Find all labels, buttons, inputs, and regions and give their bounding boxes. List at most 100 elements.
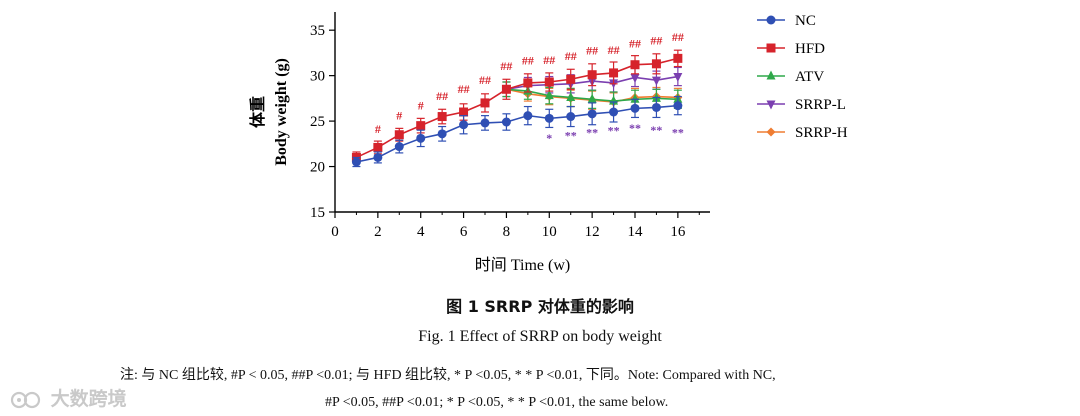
significance-marker: #: [375, 122, 381, 136]
legend-item-atv: ATV: [757, 69, 824, 85]
data-point: [651, 102, 661, 112]
watermark: 大数跨境: [10, 384, 127, 411]
significance-marker: ##: [436, 89, 448, 103]
significance-marker: ##: [586, 44, 598, 58]
significance-marker: ##: [565, 49, 577, 63]
y-axis-label-en: Body weight (g): [273, 58, 290, 166]
significance-marker: **: [650, 123, 662, 137]
data-point: [673, 73, 683, 83]
data-point: [480, 118, 490, 128]
data-point: [609, 68, 619, 78]
data-point: [544, 77, 554, 87]
figure-note-line-2: #P <0.05, ##P <0.01; * P <0.05, * * P <0…: [325, 395, 669, 410]
data-point: [566, 91, 576, 101]
significance-marker: ##: [650, 34, 662, 48]
data-point: [523, 111, 533, 121]
figure-note-line-1: 注: 与 NC 组比较, #P < 0.05, ##P <0.01; 与 HFD…: [120, 368, 776, 383]
series-nc: [351, 95, 683, 168]
x-tick-label: 12: [585, 224, 600, 240]
data-point: [630, 73, 640, 83]
legend-marker: [766, 100, 776, 110]
data-point: [630, 60, 640, 70]
data-point: [544, 90, 554, 100]
legend-label: HFD: [795, 41, 825, 57]
figure-title-en: Fig. 1 Effect of SRRP on body weight: [418, 328, 662, 345]
significance-marker: *: [546, 131, 552, 145]
significance-marker: ##: [608, 43, 620, 57]
legend-label: ATV: [795, 69, 824, 85]
legend-item-srrp-l: SRRP-L: [757, 97, 846, 113]
y-tick-label: 25: [310, 114, 325, 130]
data-point: [566, 74, 576, 84]
data-point: [673, 53, 683, 63]
significance-marker: #: [396, 108, 402, 122]
data-point: [523, 78, 533, 88]
data-point: [351, 157, 361, 167]
data-point: [394, 142, 404, 152]
legend-item-srrp-h: SRRP-H: [757, 125, 848, 141]
data-point: [373, 152, 383, 162]
significance-marker: ##: [458, 82, 470, 96]
legend-item-nc: NC: [757, 13, 816, 29]
watermark-text: 大数跨境: [50, 388, 127, 410]
x-tick-label: 0: [331, 224, 339, 240]
significance-marker: **: [586, 126, 598, 140]
data-point: [587, 93, 597, 103]
x-tick-label: 14: [628, 224, 644, 240]
x-tick-label: 2: [374, 224, 382, 240]
legend-label: NC: [795, 13, 816, 29]
y-axis-label-cn: 体重: [248, 96, 267, 128]
data-point: [459, 107, 469, 117]
legend-item-hfd: HFD: [757, 41, 825, 57]
significance-marker: ##: [629, 36, 641, 50]
legend-marker: [766, 70, 776, 80]
y-tick-label: 35: [310, 23, 325, 39]
body-weight-chart: 15 20 25 30 35 0 2 4 6 8 10 12 14 16 时间 Time (w) 体重 Body…: [248, 12, 848, 274]
watermark-logo-icon: [10, 391, 41, 408]
x-tick-label: 8: [503, 224, 511, 240]
x-axis-label: 时间 Time (w): [475, 256, 570, 274]
significance-marker: **: [565, 128, 577, 142]
data-point: [437, 129, 447, 139]
data-point: [630, 103, 640, 113]
data-point: [480, 98, 490, 108]
data-point: [566, 112, 576, 122]
data-point: [437, 112, 447, 122]
significance-marker: ##: [672, 30, 684, 44]
legend-marker: [766, 43, 776, 53]
data-point: [673, 101, 683, 111]
x-tick-label: 10: [542, 224, 557, 240]
legend-label: SRRP-H: [795, 125, 848, 141]
significance-marker: ##: [522, 54, 534, 68]
legend-label: SRRP-L: [795, 97, 846, 113]
significance-marker: **: [629, 121, 641, 135]
data-point: [416, 121, 426, 131]
y-tick-label: 20: [310, 160, 325, 176]
significance-marker: ##: [479, 73, 491, 87]
data-point: [501, 117, 511, 127]
data-point: [459, 120, 469, 130]
data-point: [544, 113, 554, 123]
x-tick-label: 16: [670, 224, 686, 240]
data-point: [609, 107, 619, 117]
legend-marker: [766, 15, 776, 25]
figure-title-cn: 图 1 SRRP 对体重的影响: [446, 297, 634, 316]
data-point: [373, 142, 383, 152]
y-tick-label: 30: [310, 69, 325, 85]
data-point: [501, 84, 511, 94]
data-point: [587, 70, 597, 80]
significance-marker: **: [608, 124, 620, 138]
data-point: [651, 59, 661, 69]
significance-marker: #: [418, 98, 424, 112]
data-point: [394, 130, 404, 140]
data-point: [587, 109, 597, 119]
data-point: [630, 93, 640, 103]
series-line: [356, 57, 679, 159]
y-tick-label: 15: [310, 205, 325, 221]
legend-marker: [766, 127, 776, 137]
x-tick-label: 6: [460, 224, 468, 240]
data-point: [416, 133, 426, 143]
x-tick-label: 4: [417, 224, 425, 240]
significance-marker: ##: [500, 59, 512, 73]
significance-marker: ##: [543, 53, 555, 67]
